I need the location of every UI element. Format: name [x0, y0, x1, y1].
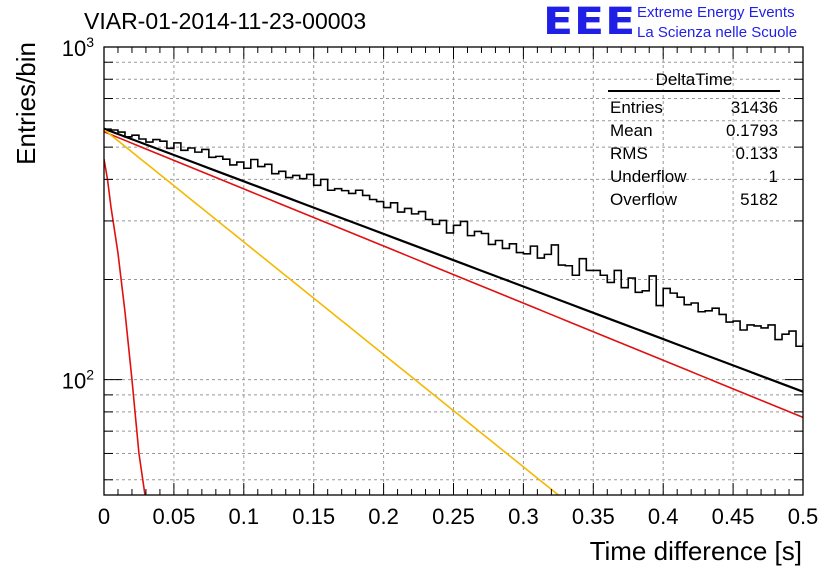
stats-label: Entries — [610, 98, 663, 117]
x-tick-label: 0.2 — [368, 504, 399, 529]
x-axis-title: Time difference [s] — [590, 536, 802, 566]
x-tick-label: 0.3 — [508, 504, 539, 529]
y-tick-base: 10 — [62, 36, 86, 61]
stats-label: Overflow — [610, 190, 678, 209]
stats-value: 0.133 — [735, 144, 778, 163]
x-tick-label: 0.5 — [788, 504, 819, 529]
fit-curve-second-exponential — [104, 128, 559, 495]
logo-mark: EEE — [543, 0, 637, 44]
y-tick-label: 102 — [62, 367, 94, 394]
stats-box: DeltaTime Entries 31436 Mean 0.1793 RMS … — [608, 70, 780, 211]
stats-label: RMS — [610, 144, 648, 163]
stats-divider — [608, 90, 780, 92]
x-tick-label: 0.1 — [229, 504, 260, 529]
stats-value: 31436 — [730, 98, 778, 117]
x-tick-label: 0.05 — [152, 504, 195, 529]
x-tick-label: 0.35 — [572, 504, 615, 529]
stats-row-rms: RMS 0.133 — [610, 142, 778, 165]
stats-row-entries: Entries 31436 — [610, 96, 778, 119]
stats-value: 1 — [768, 167, 778, 186]
histogram-deltatime — [104, 128, 803, 348]
stats-row-underflow: Underflow 1 — [610, 165, 778, 188]
y-tick-base: 10 — [62, 369, 86, 394]
fit-curve-main-exponential — [104, 131, 803, 419]
y-tick-exponent: 2 — [86, 367, 94, 383]
stats-label: Underflow — [610, 167, 687, 186]
fit-curve-fast-exponential — [104, 159, 146, 495]
fit-curve-total-fit — [104, 127, 803, 393]
run-title: VIAR-01-2014-11-23-00003 — [84, 8, 367, 34]
logo-line-1: Extreme Energy Events — [637, 4, 795, 21]
stats-value: 0.1793 — [726, 121, 778, 140]
logo-line-2: La Scienza nelle Scuole — [637, 24, 798, 41]
stats-title: DeltaTime — [655, 70, 733, 89]
x-tick-label: 0.25 — [432, 504, 475, 529]
x-tick-label: 0.4 — [648, 504, 679, 529]
stats-row-mean: Mean 0.1793 — [610, 119, 778, 142]
y-tick-label: 103 — [62, 34, 94, 61]
stats-label: Mean — [610, 121, 653, 140]
x-tick-label: 0 — [98, 504, 110, 529]
x-tick-label: 0.15 — [292, 504, 335, 529]
stats-value: 5182 — [740, 190, 778, 209]
x-tick-label: 0.45 — [712, 504, 755, 529]
y-axis-title: Entries/bin — [11, 42, 41, 165]
y-tick-exponent: 3 — [86, 34, 94, 50]
stats-row-overflow: Overflow 5182 — [610, 188, 778, 211]
